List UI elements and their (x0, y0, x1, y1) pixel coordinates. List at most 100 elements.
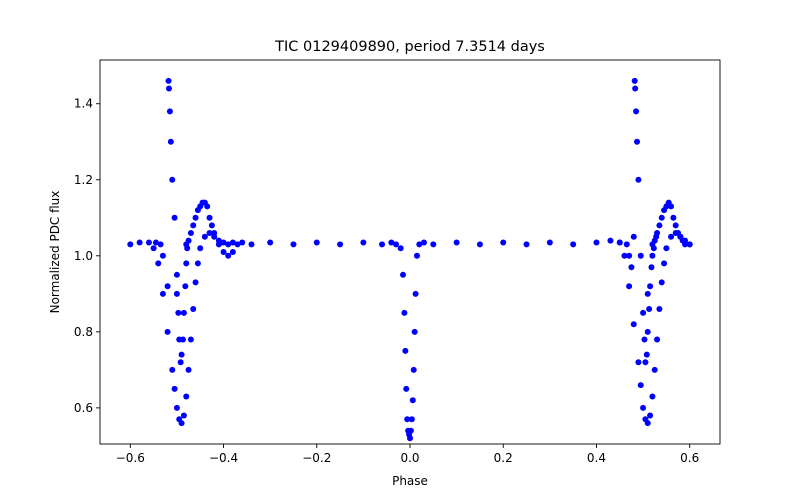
data-point (607, 237, 614, 244)
data-point (178, 420, 185, 427)
data-point (546, 239, 553, 246)
data-point (621, 252, 628, 259)
data-point (670, 214, 677, 221)
data-point (631, 77, 638, 84)
data-point (641, 336, 648, 343)
data-point (187, 336, 194, 343)
data-point (197, 245, 204, 252)
data-point (628, 264, 635, 271)
data-point (654, 336, 661, 343)
data-point (593, 239, 600, 246)
data-point (644, 420, 651, 427)
data-point (229, 249, 236, 255)
data-point (171, 214, 178, 221)
data-point (407, 435, 413, 442)
data-point (453, 239, 460, 246)
data-points (127, 77, 693, 442)
data-point (180, 412, 187, 419)
data-point (206, 229, 213, 236)
data-point (215, 241, 222, 248)
data-point (155, 260, 162, 267)
y-tick-label: 0.8 (74, 325, 93, 339)
data-point (647, 283, 654, 290)
x-axis: −0.6 −0.4 −0.2 0.0 0.2 0.4 0.6 (116, 444, 699, 465)
data-point (388, 239, 395, 246)
data-point (183, 260, 190, 267)
data-point (410, 366, 417, 373)
data-point (626, 283, 633, 290)
data-point (404, 416, 411, 423)
data-point (152, 239, 159, 246)
data-point (177, 359, 184, 366)
x-axis-label: Phase (392, 474, 428, 488)
data-point (169, 366, 176, 373)
data-point (656, 306, 663, 313)
data-point (204, 203, 211, 210)
data-point (637, 252, 644, 259)
data-point (570, 241, 577, 248)
data-point (413, 252, 420, 259)
x-tick-label: −0.6 (116, 451, 145, 465)
x-tick-label: −0.4 (209, 451, 238, 465)
data-point (630, 321, 637, 328)
data-point (173, 290, 180, 297)
data-point (229, 239, 236, 246)
data-point (171, 385, 178, 392)
data-point (420, 239, 427, 246)
data-point (677, 233, 684, 240)
data-point (668, 203, 675, 210)
data-point (400, 271, 407, 278)
data-point (173, 271, 180, 278)
data-point (169, 176, 176, 183)
data-point (672, 229, 679, 236)
data-point (180, 309, 187, 316)
data-point (150, 245, 157, 252)
data-point (640, 404, 647, 411)
data-point (411, 328, 418, 335)
data-point (651, 366, 658, 373)
data-point (403, 385, 410, 392)
data-point (187, 229, 194, 236)
data-point (190, 222, 197, 229)
data-point (159, 290, 166, 297)
data-point (159, 252, 166, 259)
data-point (686, 241, 693, 248)
data-point (183, 241, 190, 248)
data-point (239, 239, 246, 246)
data-point (167, 138, 174, 145)
data-point (663, 245, 670, 252)
data-point (668, 233, 675, 240)
data-point (164, 328, 171, 335)
data-point (630, 233, 637, 240)
data-point (201, 233, 208, 240)
data-point (185, 366, 192, 373)
data-point (267, 239, 274, 246)
data-point (409, 397, 416, 404)
data-point (136, 239, 143, 246)
data-point (402, 347, 409, 354)
data-point (634, 138, 641, 145)
data-point (401, 309, 408, 316)
data-point (661, 260, 668, 267)
data-point (658, 279, 665, 286)
data-point (393, 241, 400, 248)
data-point (164, 283, 171, 290)
data-point (234, 241, 241, 248)
data-point (682, 237, 689, 244)
data-point (656, 222, 663, 229)
y-tick-label: 1.2 (74, 173, 93, 187)
data-point (407, 427, 414, 434)
data-point (183, 393, 190, 400)
data-point (127, 241, 134, 248)
data-point (649, 393, 656, 400)
data-point (643, 351, 650, 358)
y-tick-label: 1.4 (74, 97, 93, 111)
chart-title: TIC 0129409890, period 7.3514 days (274, 39, 545, 55)
data-point (194, 260, 201, 267)
data-point (416, 241, 423, 248)
data-point (654, 229, 661, 236)
data-point (430, 241, 437, 248)
data-point (145, 239, 152, 246)
data-point (165, 85, 172, 92)
